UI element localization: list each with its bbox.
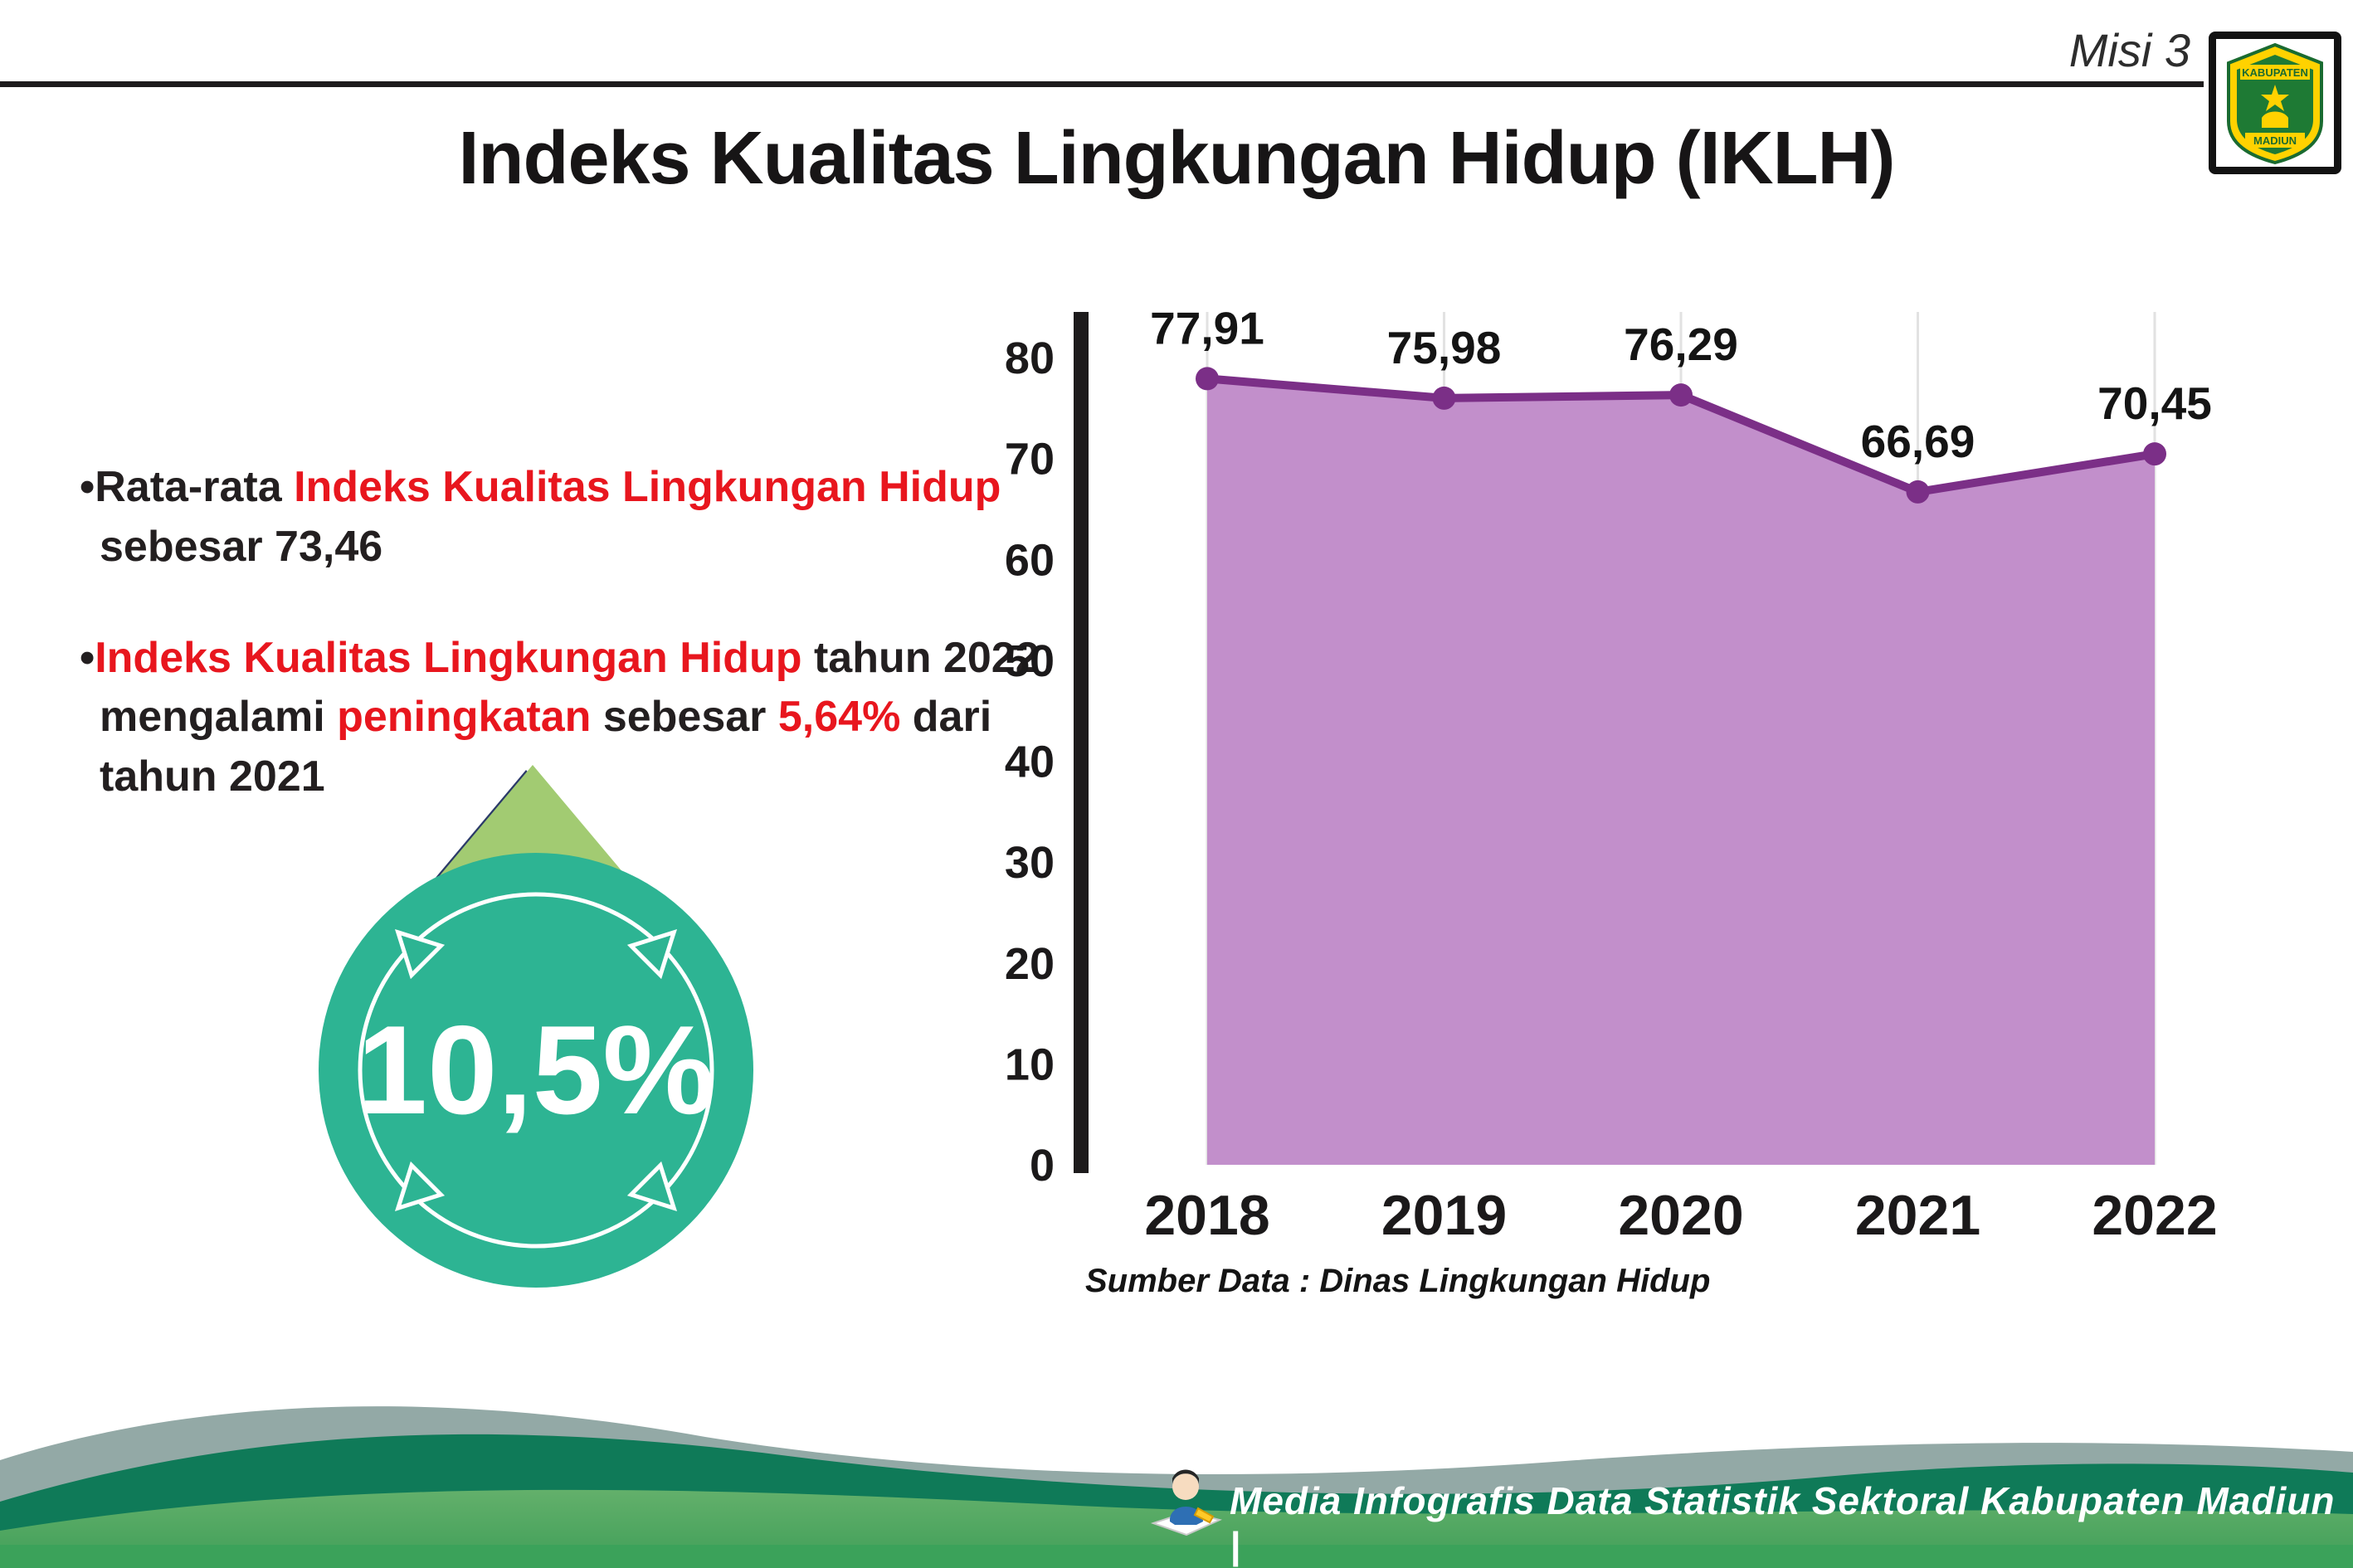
badge-ring xyxy=(358,892,714,1249)
bullet-item-average: •Rata-rata Indeks Kualitas Lingkungan Hi… xyxy=(80,458,1108,577)
svg-text:50: 50 xyxy=(1005,636,1055,686)
svg-text:75,98: 75,98 xyxy=(1387,322,1502,373)
svg-text:2022: 2022 xyxy=(2092,1184,2217,1247)
header-divider-line xyxy=(0,81,2204,87)
svg-text:80: 80 xyxy=(1005,334,1055,383)
kabupaten-madiun-logo: KABUPATEN MADIUN xyxy=(2209,32,2341,174)
logo-top-text: KABUPATEN xyxy=(2242,66,2308,79)
iklh-area-chart: 77,91 75,98 76,29 66,69 70,45 0 10 20 30 40 50 60 70… xyxy=(979,274,2323,1323)
logo-bottom-text: MADIUN xyxy=(2253,134,2297,147)
bullet-line: •Indeks Kualitas Lingkungan Hidup tahun … xyxy=(80,633,1040,682)
svg-text:60: 60 xyxy=(1005,535,1055,585)
svg-text:0: 0 xyxy=(1030,1141,1055,1191)
bullet-line: tahun 2021 xyxy=(100,752,325,801)
misi-label: Misi 3 xyxy=(2068,24,2190,76)
svg-text:10: 10 xyxy=(1005,1040,1055,1089)
footer-credit: Media Infografis Data Statistik Sektoral… xyxy=(1230,1479,2336,1567)
increase-badge: 10,5% xyxy=(319,765,753,1288)
svg-text:2018: 2018 xyxy=(1144,1184,1269,1247)
badge-percentage: 10,5% xyxy=(358,1000,715,1141)
svg-text:20: 20 xyxy=(1005,939,1055,989)
page-title: Indeks Kualitas Lingkungan Hidup (IKLH) xyxy=(458,117,1895,200)
bullet-line: sebesar 73,46 xyxy=(100,522,383,571)
svg-text:30: 30 xyxy=(1005,838,1055,888)
svg-text:77,91: 77,91 xyxy=(1150,302,1264,353)
svg-text:66,69: 66,69 xyxy=(1861,416,1975,467)
svg-text:76,29: 76,29 xyxy=(1624,319,1738,370)
logo-shield-icon: KABUPATEN MADIUN xyxy=(2227,42,2323,164)
svg-text:2021: 2021 xyxy=(1855,1184,1980,1247)
source-note: Sumber Data : Dinas Lingkungan Hidup xyxy=(1085,1263,1711,1299)
chart-canvas: 77,91 75,98 76,29 66,69 70,45 0 10 20 30 40 50 60 70… xyxy=(1005,302,2218,1247)
svg-text:2019: 2019 xyxy=(1381,1184,1507,1247)
bullet-line: mengalami peningkatan sebesar 5,64% dari xyxy=(100,693,992,742)
mascot-icon xyxy=(1150,1469,1222,1536)
svg-text:40: 40 xyxy=(1005,738,1055,787)
svg-text:70,45: 70,45 xyxy=(2097,377,2212,429)
bullet-list: •Rata-rata Indeks Kualitas Lingkungan Hi… xyxy=(80,458,1108,859)
bullet-line: •Rata-rata Indeks Kualitas Lingkungan Hi… xyxy=(80,463,1001,511)
bullet-item-increase: •Indeks Kualitas Lingkungan Hidup tahun … xyxy=(80,629,1108,807)
svg-text:70: 70 xyxy=(1005,435,1055,485)
badge-ring-ticks xyxy=(394,928,678,1212)
svg-text:2020: 2020 xyxy=(1618,1184,1743,1247)
